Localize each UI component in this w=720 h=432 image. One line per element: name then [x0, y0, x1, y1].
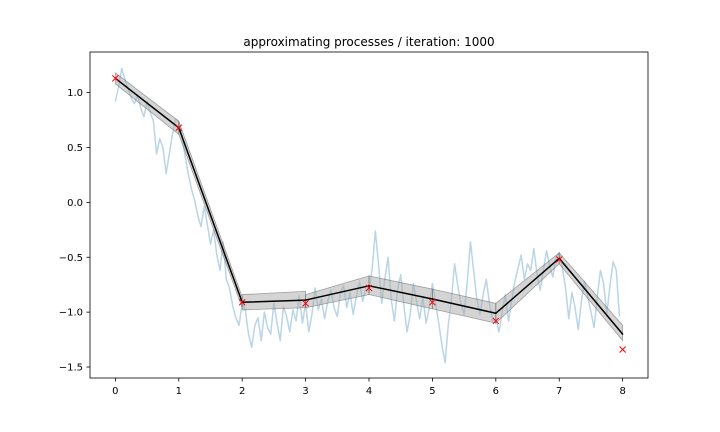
y-tick-label: −0.5	[59, 253, 83, 264]
x-tick-label: 4	[366, 386, 372, 397]
x-tick-label: 7	[556, 386, 562, 397]
approximation-segment-3	[304, 285, 370, 301]
approximation-segment-2	[241, 299, 307, 304]
observation-marker-stroke	[238, 298, 246, 306]
x-tick-label: 0	[112, 386, 118, 397]
observation-marker-stroke	[112, 74, 119, 82]
plot-inner	[114, 67, 624, 364]
observation-marker-0	[112, 74, 119, 82]
observation-marker-stroke	[492, 317, 500, 325]
plot-area: 0 1 2 3 4 5 6 7 8 1.0 0.5 0.0 −0.5 −1.0 −1.5	[59, 51, 649, 397]
observation-marker-2	[238, 298, 246, 306]
x-tick-label: 3	[302, 386, 308, 397]
y-tick-label: −1.5	[59, 363, 83, 374]
observation-marker-8	[619, 346, 626, 353]
observation-marker-stroke	[302, 300, 309, 307]
observation-marker-stroke	[365, 284, 373, 292]
approximation-segment-0	[114, 77, 180, 129]
observation-marker-stroke	[175, 124, 183, 132]
x-tick-label: 2	[239, 386, 245, 397]
x-tick-label: 5	[429, 386, 435, 397]
observation-marker-3	[302, 300, 309, 307]
observation-marker-1	[175, 124, 183, 132]
approximation-segment-6	[495, 257, 560, 314]
observation-marker-5	[429, 298, 436, 306]
y-tick-label: 0.5	[67, 143, 83, 154]
approximation-segment-5	[431, 298, 497, 314]
approximation-segment-7	[558, 257, 624, 335]
chart-title: approximating processes / iteration: 100…	[243, 35, 494, 49]
y-tick-label: −1.0	[59, 308, 83, 319]
approximation-segment-4	[368, 285, 434, 300]
observation-marker-7	[555, 256, 563, 263]
x-tick-label: 8	[619, 386, 625, 397]
observation-marker-stroke	[555, 256, 563, 263]
observation-marker-6	[492, 317, 500, 325]
observation-marker-4	[365, 284, 373, 292]
x-tick-label: 1	[176, 386, 182, 397]
y-tick-label: 1.0	[67, 88, 83, 99]
y-tick-label: 0.0	[67, 198, 83, 209]
observation-marker-stroke	[619, 346, 626, 353]
x-tick-label: 6	[493, 386, 499, 397]
approximation-segment-1	[178, 126, 243, 304]
observation-marker-stroke	[429, 298, 436, 306]
